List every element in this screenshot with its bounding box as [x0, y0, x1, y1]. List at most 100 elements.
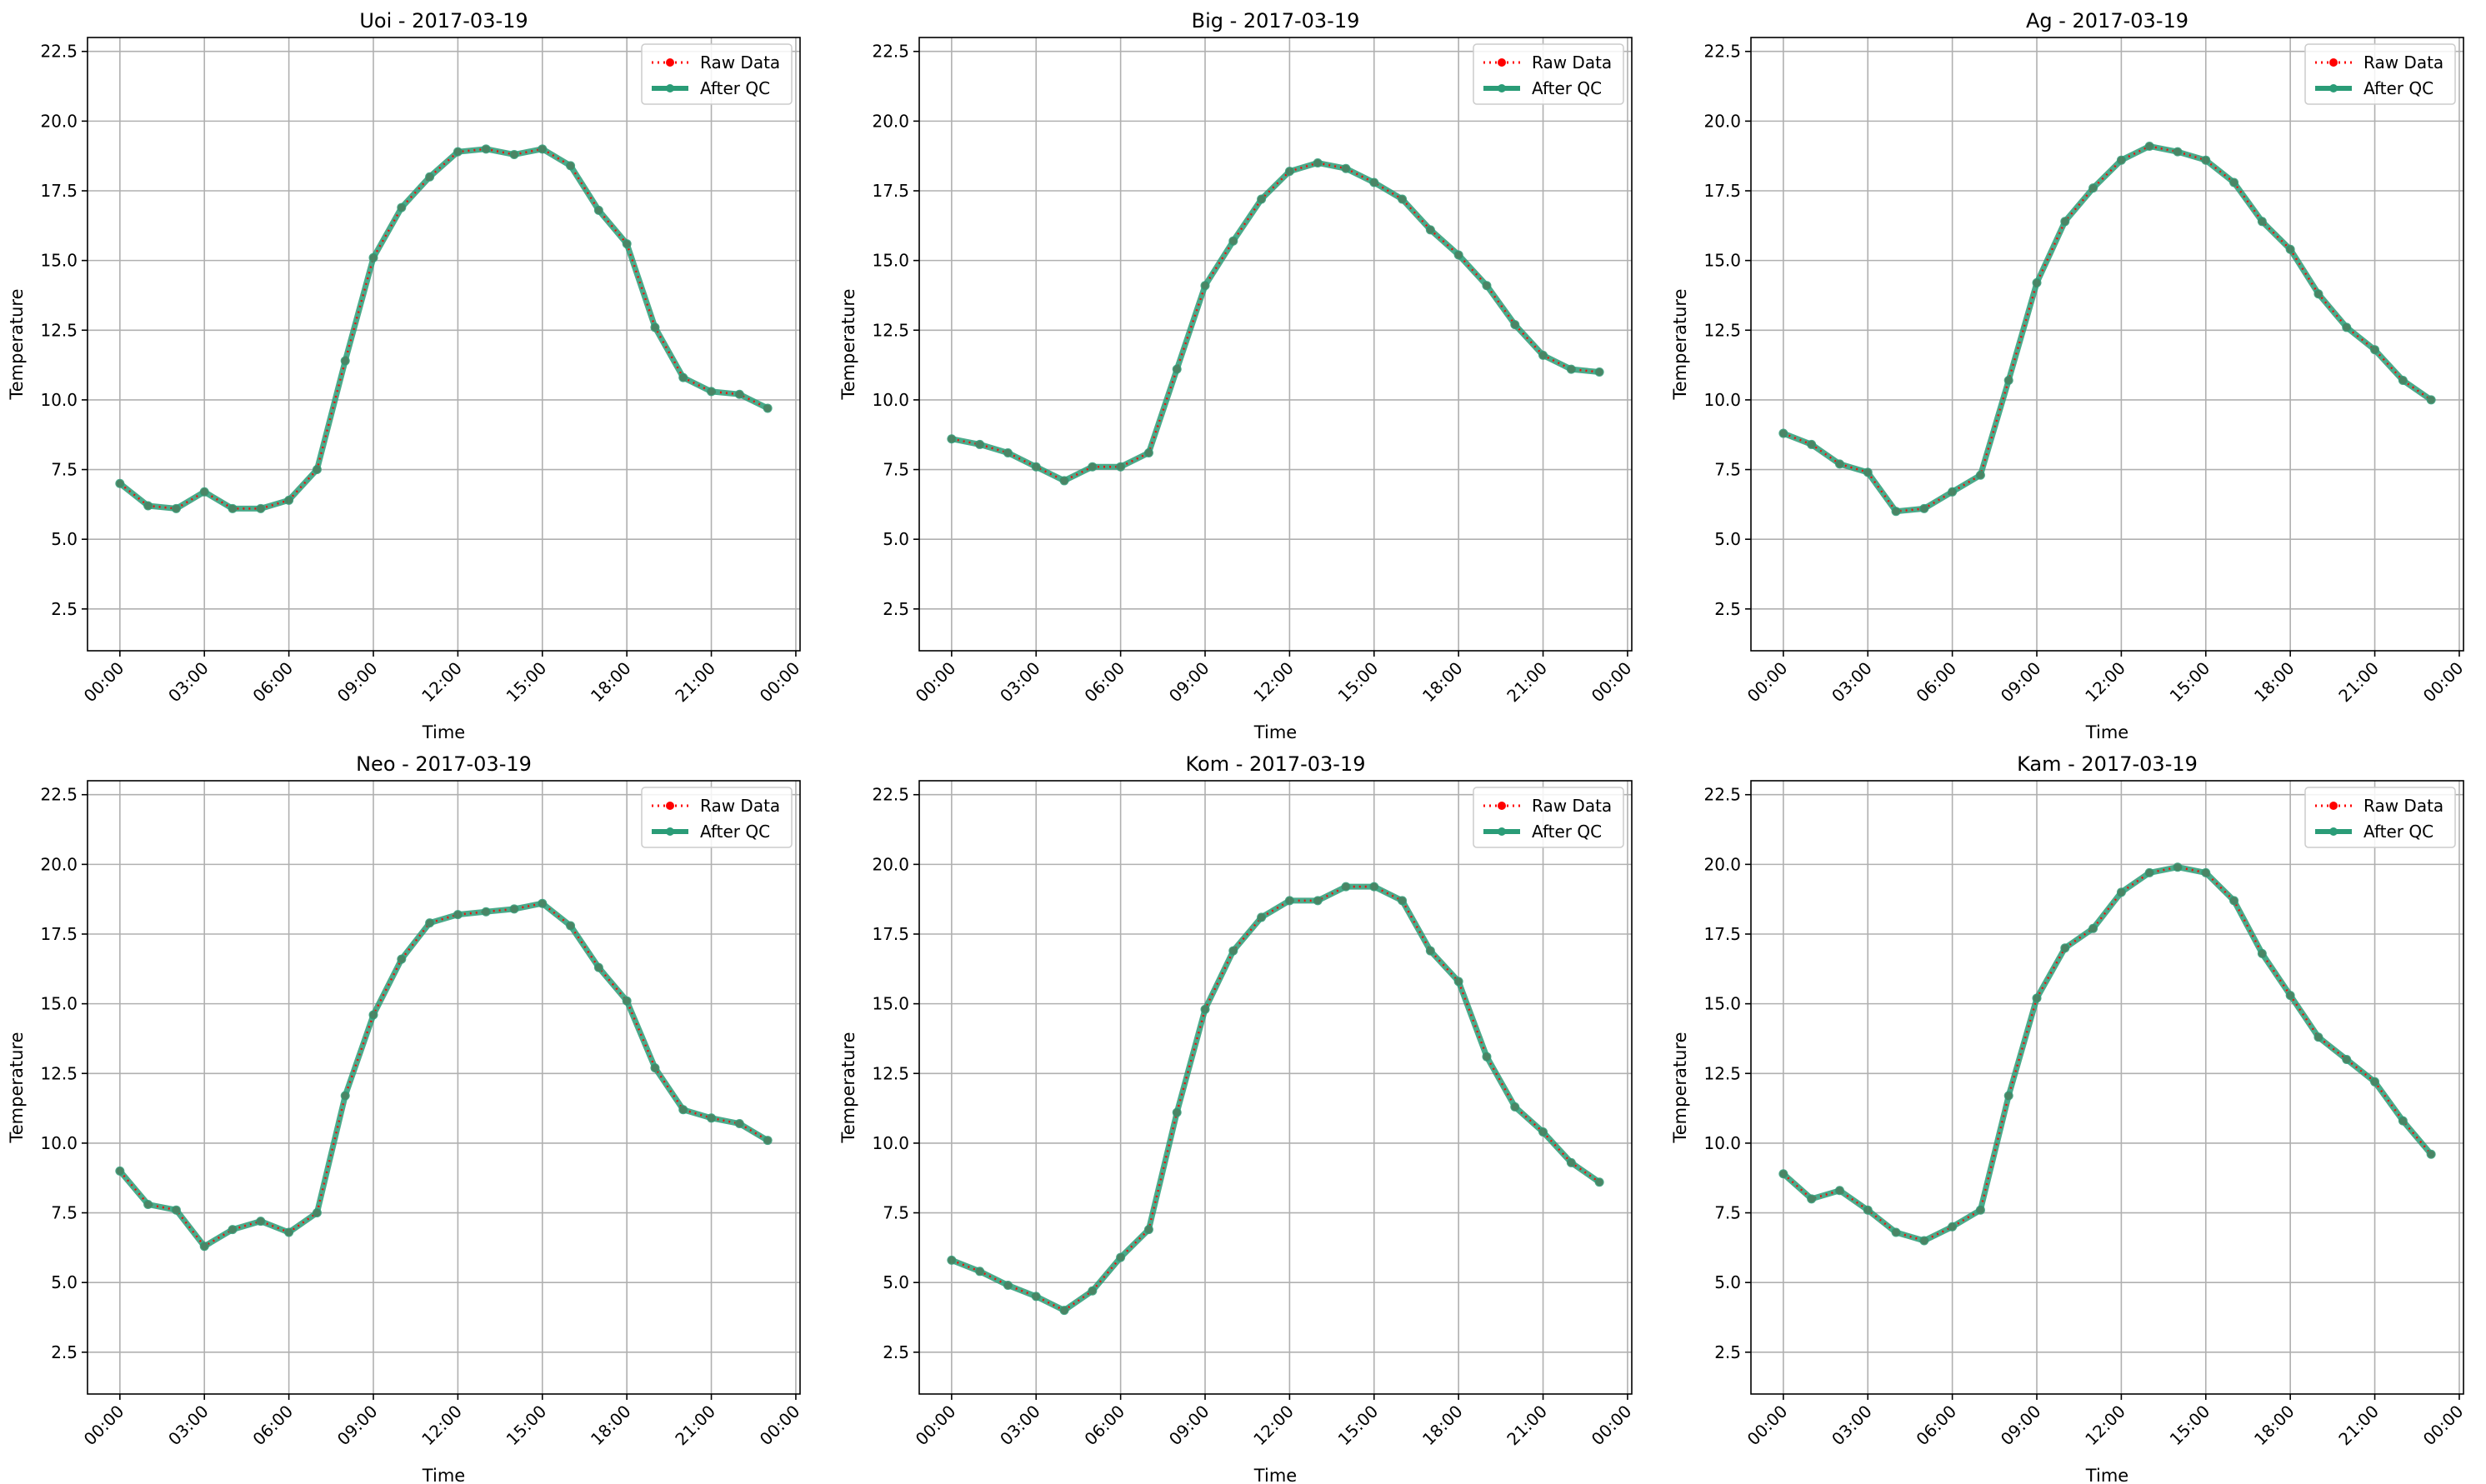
x-axis-label: Time [1253, 722, 1297, 742]
after-qc-point [1510, 320, 1520, 330]
after-qc-point [1284, 896, 1294, 906]
x-tick-label: 06:00 [1080, 658, 1128, 707]
y-tick-label: 2.5 [883, 1342, 909, 1362]
after-qc-point [2370, 1077, 2380, 1087]
y-tick-label: 12.5 [872, 1063, 909, 1083]
y-tick-label: 7.5 [883, 1203, 909, 1223]
after-qc-point [256, 503, 266, 513]
after-qc-point [1778, 428, 1788, 438]
y-tick-label: 17.5 [872, 181, 909, 201]
y-tick-label: 20.0 [40, 111, 78, 131]
after-qc-point [1948, 487, 1958, 497]
after-qc-point [1200, 1004, 1210, 1014]
legend-raw-marker [666, 802, 674, 810]
x-tick-label: 09:00 [1165, 1402, 1213, 1450]
after-qc-point [368, 1010, 378, 1020]
chart-title: Ag - 2017-03-19 [2026, 9, 2188, 32]
y-tick-label: 12.5 [1703, 1063, 1741, 1083]
plot-frame [1750, 780, 2464, 1395]
after-qc-point [2342, 1055, 2352, 1065]
after-qc-point [1594, 367, 1604, 377]
x-tick-label: 03:00 [996, 1402, 1044, 1450]
x-tick-label: 18:00 [1418, 658, 1467, 707]
x-tick-label: 15:00 [1334, 1402, 1383, 1450]
after-qc-point [2398, 1116, 2408, 1126]
y-tick-label: 10.0 [1703, 390, 1741, 410]
legend-qc-label: After QC [1532, 78, 1602, 98]
y-tick-label: 2.5 [51, 1342, 78, 1362]
after-qc-point [2285, 991, 2295, 1001]
after-qc-point [1948, 1222, 1958, 1232]
y-tick-label: 5.0 [883, 529, 909, 549]
after-qc-point [2144, 141, 2154, 151]
after-qc-point [734, 1118, 744, 1128]
after-qc-point [1228, 946, 1238, 956]
after-qc-point [1341, 882, 1351, 892]
after-qc-point [199, 487, 209, 497]
x-tick-label: 18:00 [1418, 1402, 1467, 1450]
series-line-raw-data [119, 147, 768, 510]
after-qc-point [2342, 322, 2352, 332]
legend-raw-label: Raw Data [700, 796, 780, 816]
legend-raw-label: Raw Data [2363, 52, 2443, 72]
after-qc-point [143, 501, 153, 511]
after-qc-point [1834, 459, 1844, 469]
x-tick-label: 12:00 [418, 1402, 466, 1450]
x-tick-label: 15:00 [503, 658, 551, 707]
legend-qc-label: After QC [700, 822, 770, 842]
chart-panel: Ag - 2017-03-19 00:00 03:00 06:00 09:00 12:00… [1670, 9, 2467, 742]
after-qc-point [975, 439, 985, 449]
after-qc-point [453, 910, 463, 920]
legend-raw-marker [2329, 802, 2338, 810]
plot-frame [1750, 37, 2464, 652]
y-tick-label: 15.0 [872, 994, 909, 1014]
after-qc-point [1369, 882, 1379, 892]
after-qc-point [678, 1105, 688, 1115]
series-line-raw-data [1783, 145, 2432, 513]
after-qc-point [1088, 1286, 1098, 1296]
x-tick-label: 09:00 [333, 1402, 382, 1450]
after-qc-point [115, 478, 125, 488]
y-tick-label: 15.0 [1703, 994, 1741, 1014]
x-tick-label: 21:00 [671, 1402, 719, 1450]
after-qc-point [650, 1063, 660, 1073]
y-tick-label: 22.5 [1703, 42, 1741, 62]
after-qc-point [1031, 462, 1041, 472]
y-tick-label: 20.0 [40, 854, 78, 874]
chart-panel: Big - 2017-03-19 00:00 03:00 06:00 09:00 12:0… [838, 9, 1635, 742]
after-qc-point [481, 144, 491, 154]
after-qc-point [2229, 896, 2239, 906]
after-qc-point [1059, 476, 1069, 486]
x-tick-label: 09:00 [1165, 658, 1213, 707]
after-qc-point [340, 1091, 350, 1101]
y-axis-label: Temperature [838, 288, 858, 400]
after-qc-point [1313, 158, 1323, 168]
series-line-raw-data [118, 902, 768, 1248]
after-qc-point [2370, 345, 2380, 355]
x-tick-label: 03:00 [1828, 658, 1876, 707]
x-axis-label: Time [2085, 722, 2128, 742]
y-tick-label: 20.0 [872, 854, 909, 874]
y-tick-label: 7.5 [1714, 1203, 1741, 1223]
after-qc-point [228, 1225, 238, 1235]
after-qc-point [312, 465, 322, 475]
y-tick-label: 15.0 [40, 251, 78, 271]
x-tick-label: 18:00 [2250, 1402, 2298, 1450]
after-qc-point [115, 1166, 125, 1176]
after-qc-point [1453, 250, 1463, 260]
after-qc-point [143, 1200, 153, 1210]
after-qc-point [1834, 1186, 1844, 1196]
x-tick-label: 00:00 [2419, 1402, 2468, 1450]
series-line-after-qc [950, 883, 1602, 1314]
after-qc-point [1088, 462, 1098, 472]
plot-frame [87, 780, 801, 1395]
legend-qc-label: After QC [700, 78, 770, 98]
legend-qc-label: After QC [2363, 78, 2433, 98]
x-tick-label: 03:00 [164, 658, 213, 707]
x-tick-label: 12:00 [2081, 658, 2129, 707]
after-qc-point [2201, 867, 2211, 877]
y-tick-label: 17.5 [40, 924, 78, 944]
after-qc-point [1341, 163, 1351, 173]
y-tick-label: 15.0 [1703, 251, 1741, 271]
x-axis-label: Time [422, 1466, 465, 1484]
